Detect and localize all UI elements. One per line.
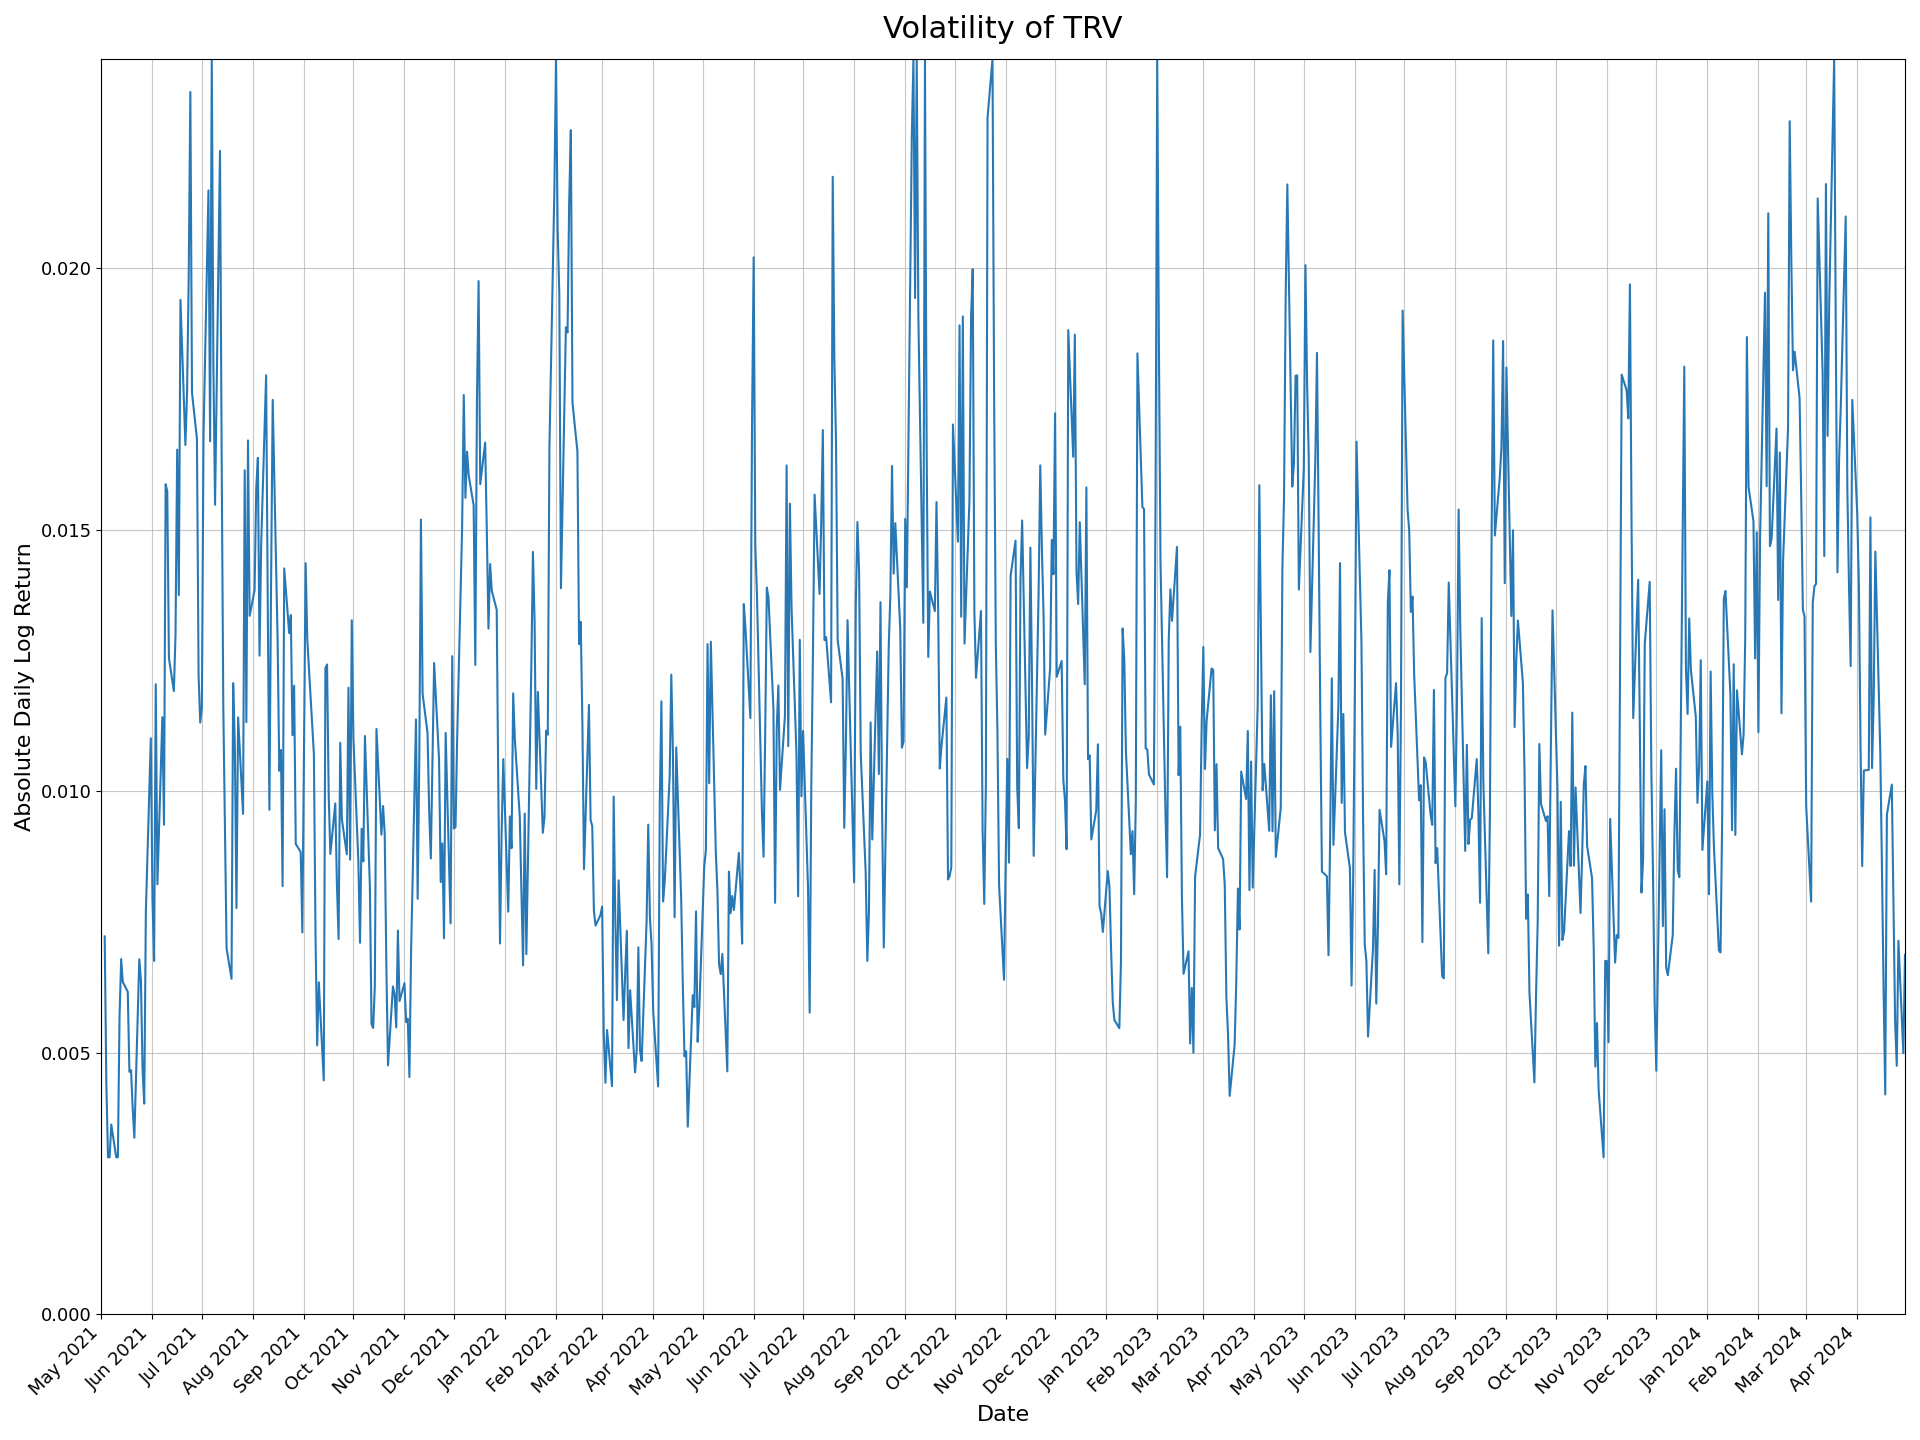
- Y-axis label: Absolute Daily Log Return: Absolute Daily Log Return: [15, 543, 35, 831]
- Title: Volatility of TRV: Volatility of TRV: [883, 14, 1123, 45]
- X-axis label: Date: Date: [977, 1405, 1029, 1426]
